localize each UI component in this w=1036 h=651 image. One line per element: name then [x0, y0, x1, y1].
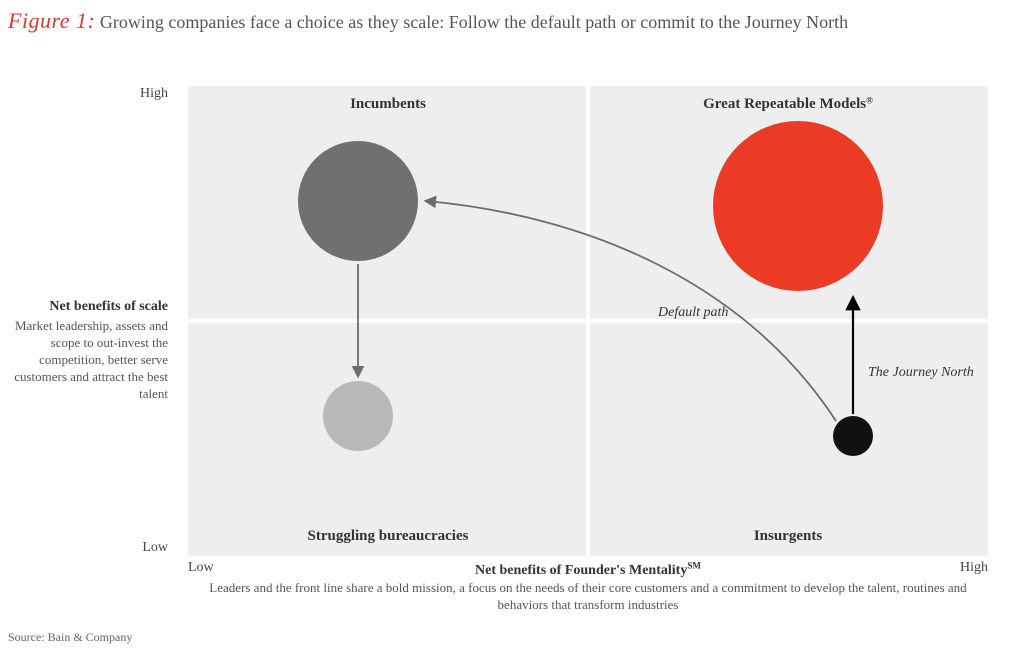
x-axis-high: High	[960, 560, 988, 576]
arrow-label-journey_north: The Journey North	[868, 365, 974, 380]
quadrant-label-insurgents: Insurgents	[754, 528, 823, 544]
y-axis-low: Low	[142, 540, 168, 556]
y-axis-high: High	[140, 86, 168, 102]
figure-page: Figure 1: Growing companies face a choic…	[0, 0, 1036, 651]
quadrant-label-incumbents: Incumbents	[350, 96, 426, 112]
arrow-label-default_path_curve: Default path	[657, 305, 728, 320]
figure-title: Figure 1: Growing companies face a choic…	[8, 6, 1028, 36]
y-axis-title: Net benefits of scale	[0, 298, 168, 316]
figure-caption: Growing companies face a choice as they …	[100, 12, 848, 32]
quadrant-label-repeatable: Great Repeatable Models®	[703, 96, 873, 113]
figure-label: Figure 1:	[8, 8, 95, 33]
x-axis-label: Net benefits of Founder's MentalitySM Le…	[188, 560, 988, 614]
source-attribution: Source: Bain & Company	[8, 630, 132, 645]
quadrant-chart: The Journey North Default path Incumbents G…	[188, 86, 988, 556]
x-axis-title: Net benefits of Founder's MentalitySM	[475, 563, 701, 578]
x-axis-description: Leaders and the front line share a bold …	[209, 580, 966, 612]
bubble-struggling	[323, 381, 393, 451]
bubble-incumbents	[298, 141, 418, 261]
y-axis: High Net benefits of scale Market leader…	[0, 80, 180, 560]
y-axis-description: Market leadership, assets and scope to o…	[14, 318, 168, 401]
quadrant-label-struggling: Struggling bureaucracies	[308, 528, 469, 544]
y-axis-label: Net benefits of scale Market leadership,…	[0, 298, 168, 403]
bubble-repeatable	[713, 121, 883, 291]
chart-svg: The Journey North Default path Incumbents G…	[188, 86, 988, 556]
bubble-insurgents	[833, 416, 873, 456]
